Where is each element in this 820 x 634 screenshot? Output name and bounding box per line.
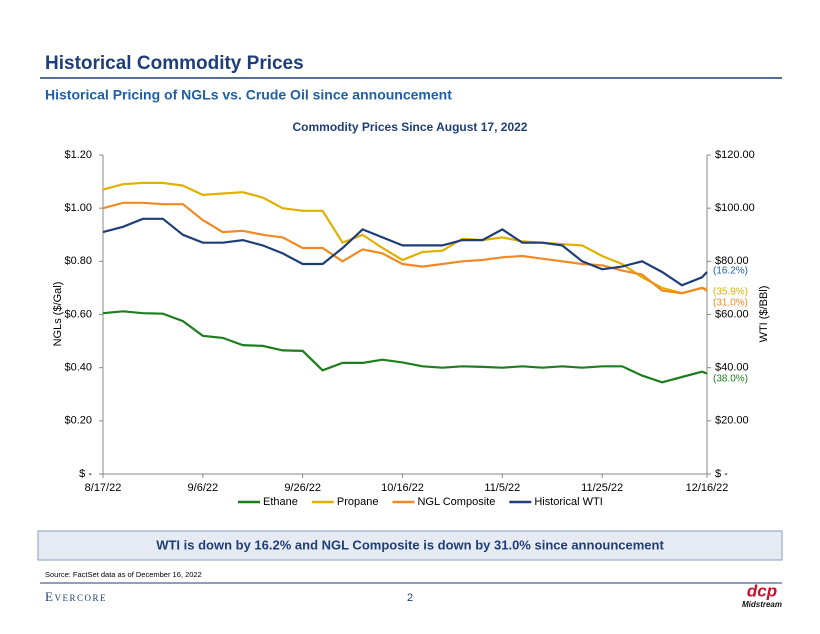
page-number: 2 [407, 592, 413, 604]
x-tick-label: 9/6/22 [188, 482, 219, 494]
logo: dcp [747, 581, 777, 600]
banner: WTI is down by 16.2% and NGL Composite i… [156, 537, 664, 552]
brand: Evercore [45, 589, 107, 604]
annotation: (31.0%) [713, 298, 748, 309]
x-tick-label: 8/17/22 [85, 482, 122, 494]
source: Source: FactSet data as of December 16, … [45, 570, 202, 579]
x-tick-label: 9/26/22 [284, 482, 321, 494]
subtitle: Historical Pricing of NGLs vs. Crude Oil… [45, 87, 452, 103]
chart-title: Commodity Prices Since August 17, 2022 [293, 120, 528, 134]
y-tick-label: $0.80 [64, 255, 92, 267]
legend-label: Propane [337, 496, 379, 508]
series-line [102, 201, 708, 295]
series-line [102, 310, 708, 384]
y-tick-label: $0.20 [64, 415, 92, 427]
y2-tick-label: $60.00 [715, 308, 749, 320]
series-line [102, 181, 708, 295]
x-tick-label: 11/25/22 [581, 482, 623, 494]
x-tick-label: 11/5/22 [484, 482, 520, 494]
banner-box [37, 530, 783, 561]
y-tick-label: $ - [79, 468, 92, 480]
y2-tick-label: $ - [715, 468, 728, 480]
title: Historical Commodity Prices [45, 53, 304, 74]
y2-tick-label: $100.00 [715, 202, 755, 214]
x-tick-label: 12/16/22 [686, 482, 729, 494]
annotation: (35.9%) [713, 287, 748, 298]
logo-sub: Midstream [742, 600, 782, 609]
y2-tick-label: $80.00 [715, 255, 749, 267]
y2-tick-label: $120.00 [715, 149, 755, 161]
y2-tick-label: $20.00 [715, 415, 749, 427]
y-tick-label: $1.00 [64, 202, 92, 214]
annotation: (16.2%) [713, 266, 748, 277]
legend-label: Historical WTI [534, 496, 602, 508]
y-tick-label: $0.40 [64, 362, 92, 374]
series-line [102, 217, 708, 287]
annotation: (38.0%) [713, 374, 748, 385]
x-tick-label: 10/16/22 [381, 482, 424, 494]
legend-label: NGL Composite [417, 496, 495, 508]
y2-tick-label: $40.00 [715, 362, 749, 374]
y-tick-label: $0.60 [64, 308, 92, 320]
y2-axis-title: WTI ($/BBl) [758, 286, 770, 343]
y-axis-title: NGLs ($/Gal) [52, 282, 64, 347]
y-tick-label: $1.20 [64, 149, 92, 161]
legend-label: Ethane [263, 496, 298, 508]
